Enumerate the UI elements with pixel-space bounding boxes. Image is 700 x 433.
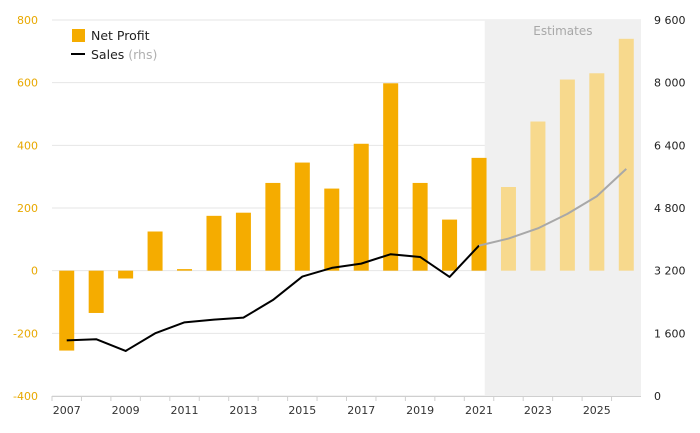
y-left-tick-label: 800 [17, 14, 38, 27]
y-left-tick-label: -200 [13, 327, 38, 340]
net-profit-bar [559, 79, 575, 271]
net-profit-bar [177, 269, 193, 271]
y-left-tick-label: 600 [17, 77, 38, 90]
sales-line-estimate [478, 168, 627, 247]
net-profit-bar [471, 157, 487, 271]
y-axis-right: 0 1 600 3 200 4 800 6 400 8 000 9 600 [654, 14, 686, 403]
estimates-label: Estimates [533, 24, 592, 38]
net-profit-bars [59, 38, 634, 351]
net-profit-bar [147, 231, 163, 271]
y-right-tick-label: 1 600 [654, 327, 686, 340]
y-right-tick-label: 6 400 [654, 139, 686, 152]
y-right-tick-label: 0 [654, 390, 661, 403]
x-tick-label: 2017 [347, 404, 375, 417]
x-tick-label: 2009 [112, 404, 140, 417]
sales-line-actual [66, 244, 480, 352]
y-left-tick-label: 200 [17, 202, 38, 215]
y-axis-left: -400 -200 0 200 400 600 800 [13, 14, 38, 403]
y-left-tick-label: 0 [31, 265, 38, 278]
legend: Net Profit Sales (rhs) [71, 28, 157, 62]
x-tick-label: 2025 [583, 404, 611, 417]
legend-sales-name: Sales [91, 47, 124, 62]
y-right-tick-label: 3 200 [654, 265, 686, 278]
x-tick-label: 2013 [229, 404, 257, 417]
net-profit-bar [59, 270, 75, 351]
y-right-tick-label: 8 000 [654, 77, 686, 90]
x-tick-label: 2021 [465, 404, 493, 417]
x-tick-label: 2019 [406, 404, 434, 417]
net-profit-bar [530, 121, 546, 271]
net-profit-bar [383, 83, 399, 271]
net-profit-bar [412, 182, 428, 271]
y-right-tick-label: 9 600 [654, 14, 686, 27]
net-profit-bar [265, 182, 281, 271]
net-profit-bar [294, 162, 310, 271]
net-profit-bar [235, 212, 251, 271]
net-profit-bar [206, 215, 222, 271]
y-left-tick-label: -400 [13, 390, 38, 403]
x-tick-label: 2007 [53, 404, 81, 417]
net-profit-bar [500, 187, 516, 271]
x-tick-label: 2011 [171, 404, 199, 417]
net-profit-bar [353, 143, 369, 271]
net-profit-bar [589, 73, 605, 271]
legend-sales-label: Sales (rhs) [91, 47, 157, 62]
net-profit-bar [618, 38, 634, 271]
y-left-tick-label: 400 [17, 139, 38, 152]
net-profit-bar [88, 270, 104, 313]
net-profit-bar [442, 219, 458, 271]
legend-net-profit-swatch [72, 29, 85, 42]
legend-sales-suffix: (rhs) [128, 47, 157, 62]
net-profit-bar [118, 270, 134, 279]
x-tick-label: 2015 [288, 404, 316, 417]
legend-net-profit-label: Net Profit [91, 28, 150, 43]
net-profit-bar [324, 188, 340, 271]
y-right-tick-label: 4 800 [654, 202, 686, 215]
x-axis: 2007 2009 2011 2013 2015 2017 2019 2021 2023 2025 [51, 396, 641, 417]
sales-line [66, 168, 627, 352]
x-tick-label: 2023 [524, 404, 552, 417]
